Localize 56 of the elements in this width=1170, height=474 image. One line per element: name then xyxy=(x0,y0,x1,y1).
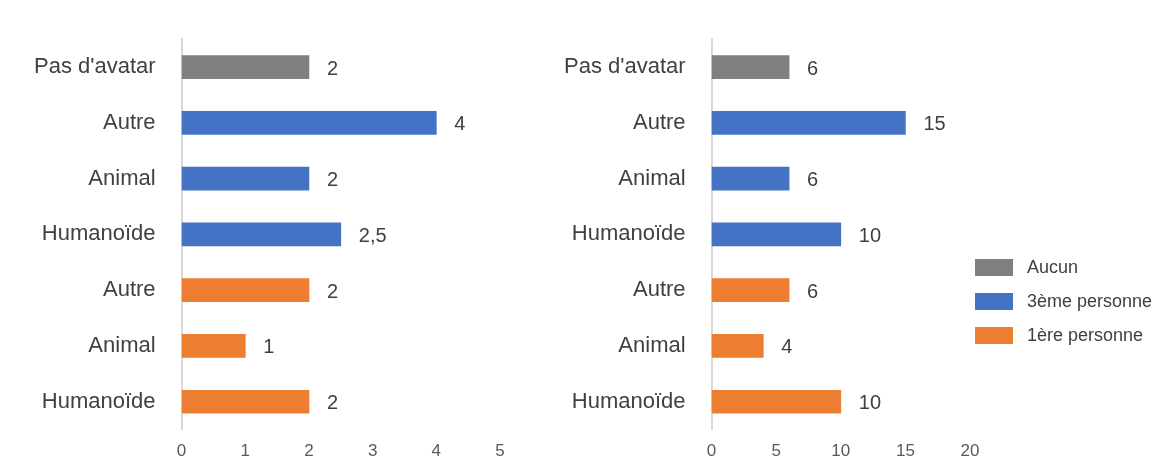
bar xyxy=(711,334,764,358)
data-label: 2 xyxy=(326,56,339,79)
data-label: 10 xyxy=(858,223,882,246)
data-label: 6 xyxy=(807,168,819,191)
data-label: 2 xyxy=(326,391,339,414)
x-tick-label: 0 xyxy=(176,441,187,461)
y-tick-label: Animal xyxy=(88,332,156,358)
legend-label: Aucun xyxy=(1026,256,1078,278)
legend-label: 1ère personne xyxy=(1026,324,1143,346)
x-tick-label: 0 xyxy=(706,441,717,461)
bar xyxy=(181,166,310,191)
data-label: 10 xyxy=(858,391,882,414)
bar xyxy=(711,222,842,247)
data-label: 2 xyxy=(326,279,339,302)
x-tick-label: 5 xyxy=(771,441,781,461)
bar xyxy=(181,389,310,414)
x-tick-label: 4 xyxy=(431,441,442,461)
y-tick-label: Autre xyxy=(633,276,686,302)
data-label: 2,5 xyxy=(358,223,387,246)
bar xyxy=(181,334,246,358)
y-tick-label: Humanoïde xyxy=(571,220,686,246)
legend-label: 3ème personne xyxy=(1026,290,1152,312)
bar xyxy=(711,166,790,191)
data-label: 4 xyxy=(454,112,466,135)
y-tick-label: Humanoïde xyxy=(41,387,156,413)
data-label: 1 xyxy=(263,335,275,358)
y-tick-label: Humanoïde xyxy=(41,220,156,246)
y-tick-label: Animal xyxy=(618,332,686,358)
x-tick-label: 20 xyxy=(960,441,980,461)
bar xyxy=(711,389,842,414)
y-tick-label: Autre xyxy=(103,276,156,302)
y-tick-label: Autre xyxy=(633,108,686,134)
bar xyxy=(711,55,790,79)
y-tick-label: Pas d'avatar xyxy=(33,53,156,79)
bar xyxy=(181,278,310,302)
bar xyxy=(711,278,790,302)
y-tick-label: Animal xyxy=(88,164,156,190)
data-label: 4 xyxy=(781,335,793,358)
data-label: 6 xyxy=(807,279,819,302)
x-tick-label: 1 xyxy=(240,441,251,461)
bar xyxy=(181,55,310,79)
x-tick-label: 5 xyxy=(495,441,505,461)
bar xyxy=(181,222,342,247)
y-tick-label: Autre xyxy=(103,108,156,134)
data-label: 15 xyxy=(923,112,946,135)
x-tick-label: 10 xyxy=(831,441,851,461)
y-tick-label: Animal xyxy=(618,164,686,190)
x-tick-label: 15 xyxy=(895,441,915,461)
x-tick-label: 2 xyxy=(304,441,314,461)
y-tick-label: Humanoïde xyxy=(571,387,686,413)
data-label: 2 xyxy=(326,168,339,191)
bar xyxy=(711,111,906,135)
x-tick-label: 3 xyxy=(367,441,378,461)
data-label: 6 xyxy=(807,56,819,79)
bar xyxy=(181,111,437,135)
y-tick-label: Pas d'avatar xyxy=(563,53,686,79)
